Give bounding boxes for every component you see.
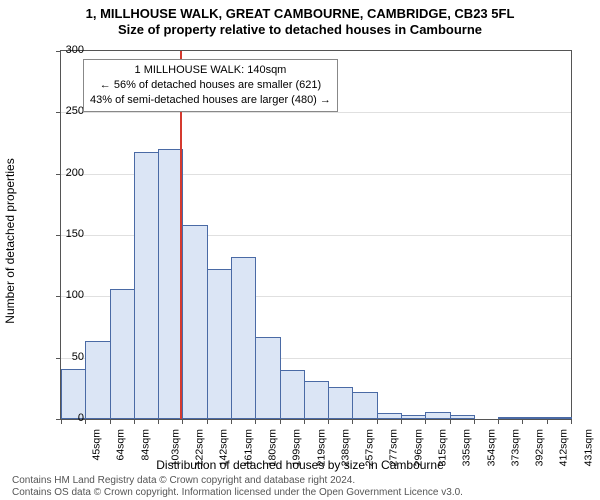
histogram-bar: [425, 412, 450, 419]
x-tick-label: 64sqm: [115, 429, 127, 461]
y-tick-mark: [56, 235, 61, 236]
x-tick-mark: [474, 419, 475, 424]
x-tick-mark: [231, 419, 232, 424]
chart-title: 1, MILLHOUSE WALK, GREAT CAMBOURNE, CAMB…: [0, 6, 600, 21]
x-tick-mark: [377, 419, 378, 424]
x-tick-mark: [207, 419, 208, 424]
y-tick-mark: [56, 174, 61, 175]
histogram-bar: [304, 381, 329, 419]
x-tick-mark: [304, 419, 305, 424]
x-tick-mark: [255, 419, 256, 424]
histogram-bar: [352, 392, 377, 419]
x-tick-mark: [352, 419, 353, 424]
histogram-bar: [110, 289, 135, 419]
annotation-line-2: ← 56% of detached houses are smaller (62…: [90, 78, 331, 93]
x-tick-mark: [498, 419, 499, 424]
histogram-bar: [255, 337, 280, 419]
histogram-bar: [280, 370, 305, 419]
x-tick-mark: [425, 419, 426, 424]
x-tick-mark: [182, 419, 183, 424]
y-tick-label: 200: [66, 167, 84, 179]
histogram-bar: [401, 415, 426, 419]
annotation-line-3: 43% of semi-detached houses are larger (…: [90, 93, 331, 108]
y-tick-label: 250: [66, 105, 84, 117]
plot-area: 45sqm64sqm84sqm103sqm122sqm142sqm161sqm1…: [60, 50, 572, 420]
credits-line-1: Contains HM Land Registry data © Crown c…: [12, 475, 463, 487]
histogram-bar: [328, 387, 353, 419]
x-tick-mark: [280, 419, 281, 424]
x-tick-mark: [547, 419, 548, 424]
histogram-bar: [231, 257, 256, 419]
x-tick-mark: [401, 419, 402, 424]
histogram-bar: [134, 152, 159, 419]
y-tick-label: 50: [72, 351, 84, 363]
y-tick-mark: [56, 51, 61, 52]
x-tick-mark: [571, 419, 572, 424]
x-tick-mark: [110, 419, 111, 424]
y-tick-label: 150: [66, 228, 84, 240]
x-axis-label: Distribution of detached houses by size …: [0, 458, 600, 472]
x-tick-mark: [522, 419, 523, 424]
histogram-bar: [498, 417, 523, 419]
y-tick-mark: [56, 112, 61, 113]
x-tick-mark: [134, 419, 135, 424]
y-tick-mark: [56, 296, 61, 297]
histogram-bar: [547, 417, 572, 419]
y-tick-mark: [56, 358, 61, 359]
histogram-bar: [207, 269, 232, 419]
annotation-box: 1 MILLHOUSE WALK: 140sqm ← 56% of detach…: [83, 59, 338, 112]
chart-subtitle: Size of property relative to detached ho…: [0, 22, 600, 37]
histogram-bar: [450, 415, 475, 419]
histogram-bar: [377, 413, 402, 419]
histogram-bar: [85, 341, 110, 420]
histogram-bar: [522, 417, 547, 419]
x-tick-mark: [85, 419, 86, 424]
x-tick-mark: [328, 419, 329, 424]
y-tick-label: 100: [66, 289, 84, 301]
annotation-line-1: 1 MILLHOUSE WALK: 140sqm: [90, 63, 331, 78]
x-tick-mark: [61, 419, 62, 424]
x-tick-label: 84sqm: [139, 429, 151, 461]
credits: Contains HM Land Registry data © Crown c…: [12, 475, 463, 498]
grid-line: [61, 112, 571, 113]
histogram-bar: [182, 225, 207, 419]
x-tick-label: 45sqm: [91, 429, 103, 461]
title-block: 1, MILLHOUSE WALK, GREAT CAMBOURNE, CAMB…: [0, 0, 600, 37]
x-tick-mark: [450, 419, 451, 424]
credits-line-2: Contains OS data © Crown copyright. Info…: [12, 487, 463, 499]
y-tick-label: 300: [66, 44, 84, 56]
chart-container: 1, MILLHOUSE WALK, GREAT CAMBOURNE, CAMB…: [0, 0, 600, 500]
y-tick-label: 0: [78, 412, 84, 424]
x-tick-mark: [158, 419, 159, 424]
